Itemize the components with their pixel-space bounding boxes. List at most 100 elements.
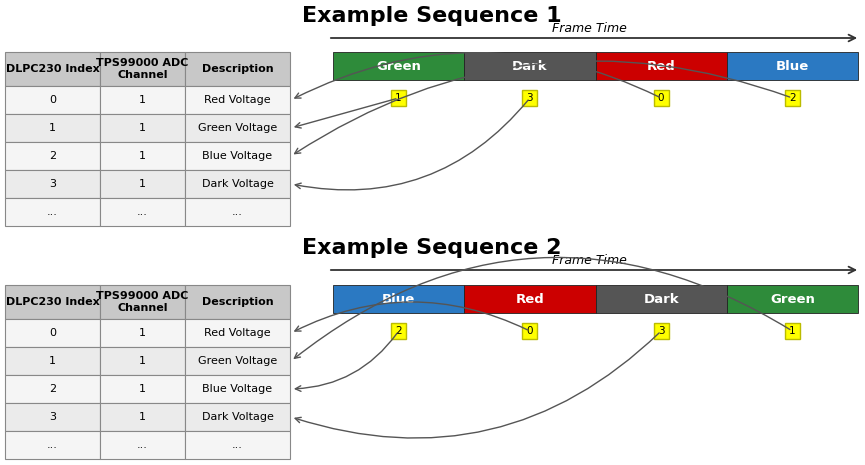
FancyBboxPatch shape xyxy=(100,170,185,198)
FancyBboxPatch shape xyxy=(465,285,595,313)
FancyBboxPatch shape xyxy=(185,375,290,403)
Text: 1: 1 xyxy=(139,179,146,189)
Text: Example Sequence 2: Example Sequence 2 xyxy=(302,238,561,258)
FancyBboxPatch shape xyxy=(5,375,100,403)
Text: Blue Voltage: Blue Voltage xyxy=(202,384,272,394)
FancyBboxPatch shape xyxy=(185,52,290,86)
Text: 1: 1 xyxy=(139,356,146,366)
Text: 3: 3 xyxy=(527,93,533,103)
FancyBboxPatch shape xyxy=(100,375,185,403)
Text: 0: 0 xyxy=(49,328,56,338)
Text: Dark: Dark xyxy=(512,60,548,73)
FancyBboxPatch shape xyxy=(654,323,669,339)
Text: 1: 1 xyxy=(139,384,146,394)
FancyBboxPatch shape xyxy=(100,142,185,170)
Text: DLPC230 Index: DLPC230 Index xyxy=(6,64,99,74)
FancyBboxPatch shape xyxy=(5,319,100,347)
Text: Description: Description xyxy=(202,64,273,74)
FancyBboxPatch shape xyxy=(391,90,407,106)
Text: 2: 2 xyxy=(789,93,796,103)
Text: Red: Red xyxy=(647,60,676,73)
Text: Green: Green xyxy=(376,60,421,73)
FancyBboxPatch shape xyxy=(5,86,100,114)
Text: ...: ... xyxy=(232,207,243,217)
Text: 2: 2 xyxy=(395,326,402,336)
FancyBboxPatch shape xyxy=(5,114,100,142)
FancyBboxPatch shape xyxy=(185,170,290,198)
Text: 1: 1 xyxy=(139,151,146,161)
Text: 2: 2 xyxy=(49,151,56,161)
FancyBboxPatch shape xyxy=(5,52,100,86)
Text: ...: ... xyxy=(137,207,148,217)
FancyBboxPatch shape xyxy=(5,347,100,375)
FancyBboxPatch shape xyxy=(5,403,100,431)
FancyBboxPatch shape xyxy=(100,285,185,319)
FancyBboxPatch shape xyxy=(185,347,290,375)
FancyBboxPatch shape xyxy=(185,403,290,431)
FancyBboxPatch shape xyxy=(727,52,858,80)
Text: 1: 1 xyxy=(395,93,402,103)
FancyBboxPatch shape xyxy=(185,114,290,142)
FancyBboxPatch shape xyxy=(100,198,185,226)
FancyBboxPatch shape xyxy=(100,431,185,459)
Text: 0: 0 xyxy=(658,93,664,103)
FancyBboxPatch shape xyxy=(100,52,185,86)
Text: TPS99000 ADC
Channel: TPS99000 ADC Channel xyxy=(96,291,189,313)
Text: 0: 0 xyxy=(527,326,533,336)
FancyBboxPatch shape xyxy=(465,52,595,80)
FancyBboxPatch shape xyxy=(333,285,465,313)
Text: Frame Time: Frame Time xyxy=(552,254,626,267)
Text: Green Voltage: Green Voltage xyxy=(198,123,277,133)
Text: 3: 3 xyxy=(49,412,56,422)
Text: 0: 0 xyxy=(49,95,56,105)
FancyBboxPatch shape xyxy=(654,90,669,106)
Text: 1: 1 xyxy=(139,412,146,422)
Text: ...: ... xyxy=(47,207,58,217)
Text: Dark Voltage: Dark Voltage xyxy=(202,179,273,189)
Text: 3: 3 xyxy=(49,179,56,189)
Text: 1: 1 xyxy=(139,328,146,338)
Text: TPS99000 ADC
Channel: TPS99000 ADC Channel xyxy=(96,58,189,80)
Text: Red: Red xyxy=(516,292,544,306)
FancyBboxPatch shape xyxy=(185,285,290,319)
Text: DLPC230 Index: DLPC230 Index xyxy=(6,297,99,307)
FancyBboxPatch shape xyxy=(185,86,290,114)
Text: Blue: Blue xyxy=(776,60,809,73)
Text: 2: 2 xyxy=(49,384,56,394)
FancyBboxPatch shape xyxy=(785,323,800,339)
FancyBboxPatch shape xyxy=(5,198,100,226)
FancyBboxPatch shape xyxy=(185,431,290,459)
Text: 1: 1 xyxy=(139,95,146,105)
FancyBboxPatch shape xyxy=(100,114,185,142)
FancyBboxPatch shape xyxy=(5,431,100,459)
Text: 1: 1 xyxy=(49,123,56,133)
Text: ...: ... xyxy=(137,440,148,450)
FancyBboxPatch shape xyxy=(100,403,185,431)
FancyBboxPatch shape xyxy=(785,90,800,106)
Text: Blue Voltage: Blue Voltage xyxy=(202,151,272,161)
Text: 1: 1 xyxy=(789,326,796,336)
Text: ...: ... xyxy=(47,440,58,450)
FancyBboxPatch shape xyxy=(100,347,185,375)
FancyBboxPatch shape xyxy=(100,319,185,347)
Text: Blue: Blue xyxy=(382,292,415,306)
FancyBboxPatch shape xyxy=(185,142,290,170)
FancyBboxPatch shape xyxy=(727,285,858,313)
FancyBboxPatch shape xyxy=(595,52,727,80)
FancyBboxPatch shape xyxy=(522,323,537,339)
Text: ...: ... xyxy=(232,440,243,450)
FancyBboxPatch shape xyxy=(185,198,290,226)
Text: 1: 1 xyxy=(49,356,56,366)
FancyBboxPatch shape xyxy=(185,319,290,347)
FancyBboxPatch shape xyxy=(5,285,100,319)
Text: Green Voltage: Green Voltage xyxy=(198,356,277,366)
Text: Dark: Dark xyxy=(644,292,679,306)
FancyBboxPatch shape xyxy=(333,52,465,80)
FancyBboxPatch shape xyxy=(522,90,537,106)
FancyBboxPatch shape xyxy=(5,142,100,170)
Text: Red Voltage: Red Voltage xyxy=(204,328,271,338)
FancyBboxPatch shape xyxy=(391,323,407,339)
Text: Dark Voltage: Dark Voltage xyxy=(202,412,273,422)
Text: Frame Time: Frame Time xyxy=(552,22,626,35)
Text: Description: Description xyxy=(202,297,273,307)
